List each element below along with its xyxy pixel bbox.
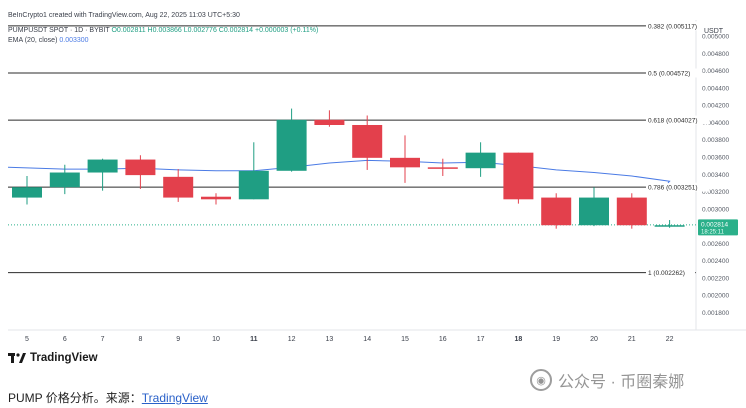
fib-label-bg <box>646 268 696 278</box>
wechat-icon: ◉ <box>530 369 552 391</box>
x-tick-label: 8 <box>138 336 142 343</box>
y-tick-label: 0.002000 <box>702 293 729 300</box>
x-tick-label: 20 <box>590 336 598 343</box>
last-price-badge <box>698 219 738 236</box>
symbol-label: PUMPUSDT SPOT · 1D · BYBIT <box>8 27 110 34</box>
candle-body-up <box>276 119 307 171</box>
caption-text: PUMP 价格分析。来源： <box>8 391 142 405</box>
y-tick-label: 0.003600 <box>702 154 729 161</box>
x-tick-label: 21 <box>628 336 636 343</box>
y-tick-label: 0.001800 <box>702 310 729 317</box>
source-link[interactable]: TradingView <box>141 391 208 405</box>
candle-body-down <box>352 124 383 158</box>
y-tick-label: 0.002400 <box>702 258 729 265</box>
tradingview-logo-icon <box>8 353 26 363</box>
logo-text: TradingView <box>30 352 98 364</box>
candlestick-chart-svg: 0.005000 0.004800 0.004600 0.004400 0.004200… <box>7 20 746 343</box>
figure-caption: PUMP 价格分析。来源：TradingView <box>8 389 208 406</box>
candle-body-up <box>579 197 609 226</box>
x-tick-label: 22 <box>666 336 674 343</box>
candle-body-up <box>12 187 42 198</box>
y-tick-label: 0.004400 <box>702 85 729 92</box>
x-tick-label: 11 <box>250 336 258 343</box>
x-tick-label: 9 <box>176 336 180 343</box>
ema-legend: EMA (20, close) 0.003300 <box>8 37 89 44</box>
fib-label-bg <box>646 182 710 192</box>
x-tick-label: 13 <box>326 336 334 343</box>
price-chart: 0.005000 0.004800 0.004600 0.004400 0.004200… <box>7 20 746 343</box>
fib-level-label: 1 (0.002262) <box>648 270 685 277</box>
fib-level-label: 0.382 (0.005117) <box>648 23 697 30</box>
candle-body-up <box>87 159 118 173</box>
y-tick-label: 0.004200 <box>702 103 729 110</box>
y-tick-label: 0.003800 <box>702 137 729 144</box>
candle-body-down <box>541 197 572 226</box>
x-tick-label: 18 <box>515 336 523 343</box>
x-tick-label: 5 <box>25 336 29 343</box>
y-tick-label: 0.004600 <box>702 68 729 75</box>
y-tick-label: 0.002600 <box>702 241 729 248</box>
x-tick-label: 12 <box>288 336 296 343</box>
candle-body-down <box>427 167 458 169</box>
candle-body-down <box>163 176 194 198</box>
x-tick-label: 16 <box>439 336 447 343</box>
x-tick-label: 14 <box>363 336 371 343</box>
fib-label-bg <box>646 68 703 78</box>
ema-label: EMA (20, close) <box>8 37 58 44</box>
y-tick-label: 0.004000 <box>702 120 729 127</box>
currency-label: USDT <box>704 28 724 35</box>
watermark: ◉ 公众号 · 币圈秦娜 <box>530 368 684 392</box>
x-tick-label: 15 <box>401 336 409 343</box>
watermark-text: 公众号 · 币圈秦娜 <box>558 374 685 391</box>
candle-body-down <box>503 152 534 200</box>
tradingview-logo: TradingView <box>8 352 98 364</box>
candle-body-down <box>201 196 231 200</box>
candle-body-down <box>390 157 420 168</box>
candle-body-up <box>238 170 269 200</box>
candle-body-down <box>125 159 156 176</box>
y-tick-label: 0.005000 <box>702 34 729 41</box>
candle-body-down <box>616 197 647 226</box>
candle-body-up <box>49 172 80 188</box>
symbol-info: PUMPUSDT SPOT · 1D · BYBIT O0.002811 H0.… <box>8 27 318 34</box>
chart-credit: BeInCrypto1 created with TradingView.com… <box>8 12 240 19</box>
fib-level-label: 0.5 (0.004572) <box>648 70 690 77</box>
x-tick-label: 6 <box>63 336 67 343</box>
x-tick-label: 17 <box>477 336 485 343</box>
last-price-value: 0.002814 <box>701 221 728 228</box>
fib-level-label: 0.618 (0.004027) <box>648 118 698 125</box>
candle-body-down <box>314 119 345 125</box>
fib-level-label: 0.786 (0.003251) <box>648 185 698 192</box>
y-tick-label: 0.003400 <box>702 172 729 179</box>
y-tick-label: 0.002200 <box>702 275 729 282</box>
ohlc-values: O0.002811 H0.003866 L0.002776 C0.002814 … <box>111 27 319 34</box>
candle-body-up <box>465 152 496 169</box>
ema-value: 0.003300 <box>59 37 89 44</box>
fib-label-bg <box>646 21 710 31</box>
y-tick-label: 0.003000 <box>702 206 729 213</box>
y-tick-label: 0.003200 <box>702 189 729 196</box>
y-tick-label: 0.004800 <box>702 51 729 58</box>
fib-label-bg <box>646 115 710 125</box>
candle-body-up <box>654 225 685 227</box>
bar-countdown: 18:25:11 <box>701 229 725 235</box>
x-tick-label: 7 <box>101 336 105 343</box>
x-tick-label: 10 <box>212 336 220 343</box>
x-tick-label: 19 <box>552 336 560 343</box>
